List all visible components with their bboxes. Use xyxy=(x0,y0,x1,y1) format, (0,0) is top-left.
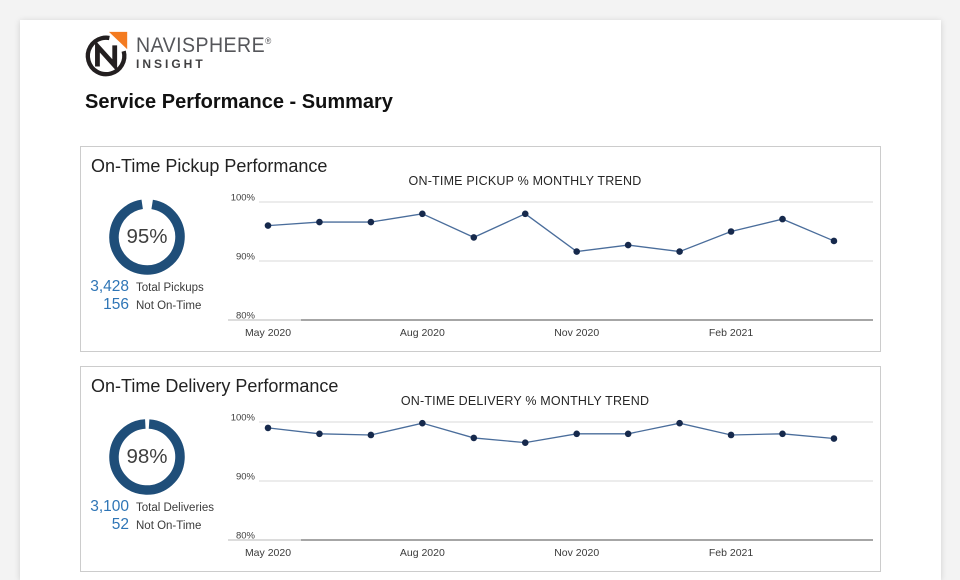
total-pickups-value: 3,428 xyxy=(83,279,129,296)
svg-text:100%: 100% xyxy=(231,413,256,424)
registered-mark: ® xyxy=(265,36,272,46)
svg-text:Aug 2020: Aug 2020 xyxy=(400,327,445,339)
delivery-percent-value: 98% xyxy=(105,415,189,499)
pickup-percent-value: 95% xyxy=(105,195,189,279)
not-on-time-label: Not On-Time xyxy=(136,298,201,315)
delivery-trend-chart: 100%90%80%May 2020Aug 2020Nov 2020Feb 20… xyxy=(223,409,876,561)
svg-text:Nov 2020: Nov 2020 xyxy=(554,547,599,559)
report-page: NAVISPHERE® INSIGHT Service Performance … xyxy=(20,20,941,580)
svg-text:90%: 90% xyxy=(236,252,256,263)
total-deliveries-value: 3,100 xyxy=(83,499,129,516)
not-on-time-value: 156 xyxy=(83,297,129,314)
page-title: Service Performance - Summary xyxy=(85,91,393,114)
logo-subtitle: INSIGHT xyxy=(136,58,282,70)
svg-text:Feb 2021: Feb 2021 xyxy=(709,547,754,559)
total-deliveries-label: Total Deliveries xyxy=(136,500,214,517)
svg-text:May 2020: May 2020 xyxy=(245,547,291,559)
svg-text:Feb 2021: Feb 2021 xyxy=(709,327,754,339)
logo-wordmark: NAVISPHERE® INSIGHT xyxy=(136,35,282,70)
pickup-performance-card: On-Time Pickup Performance 95% 3,428 Tot… xyxy=(80,146,881,352)
pickup-trend-title: ON-TIME PICKUP % MONTHLY TREND xyxy=(223,174,827,188)
logo-brand-text: NAVISPHERE® xyxy=(136,35,272,56)
delivery-trend-title: ON-TIME DELIVERY % MONTHLY TREND xyxy=(223,394,827,408)
svg-text:90%: 90% xyxy=(236,472,256,483)
not-on-time-label: Not On-Time xyxy=(136,518,201,535)
svg-text:80%: 80% xyxy=(236,311,256,322)
navisphere-logo: NAVISPHERE® INSIGHT xyxy=(84,30,282,78)
not-on-time-value: 52 xyxy=(83,517,129,534)
navisphere-logo-icon xyxy=(84,30,132,78)
total-pickups-label: Total Pickups xyxy=(136,280,204,297)
delivery-performance-card: On-Time Delivery Performance 98% 3,100 T… xyxy=(80,366,881,572)
pickup-trend-chart: 100% 90% 80% May 2020 Aug 2020 Nov 2020 Feb 20… xyxy=(223,189,876,341)
svg-text:May 2020: May 2020 xyxy=(245,327,291,339)
svg-text:Nov 2020: Nov 2020 xyxy=(554,327,599,339)
svg-text:Aug 2020: Aug 2020 xyxy=(400,547,445,559)
svg-text:100%: 100% xyxy=(231,193,256,204)
